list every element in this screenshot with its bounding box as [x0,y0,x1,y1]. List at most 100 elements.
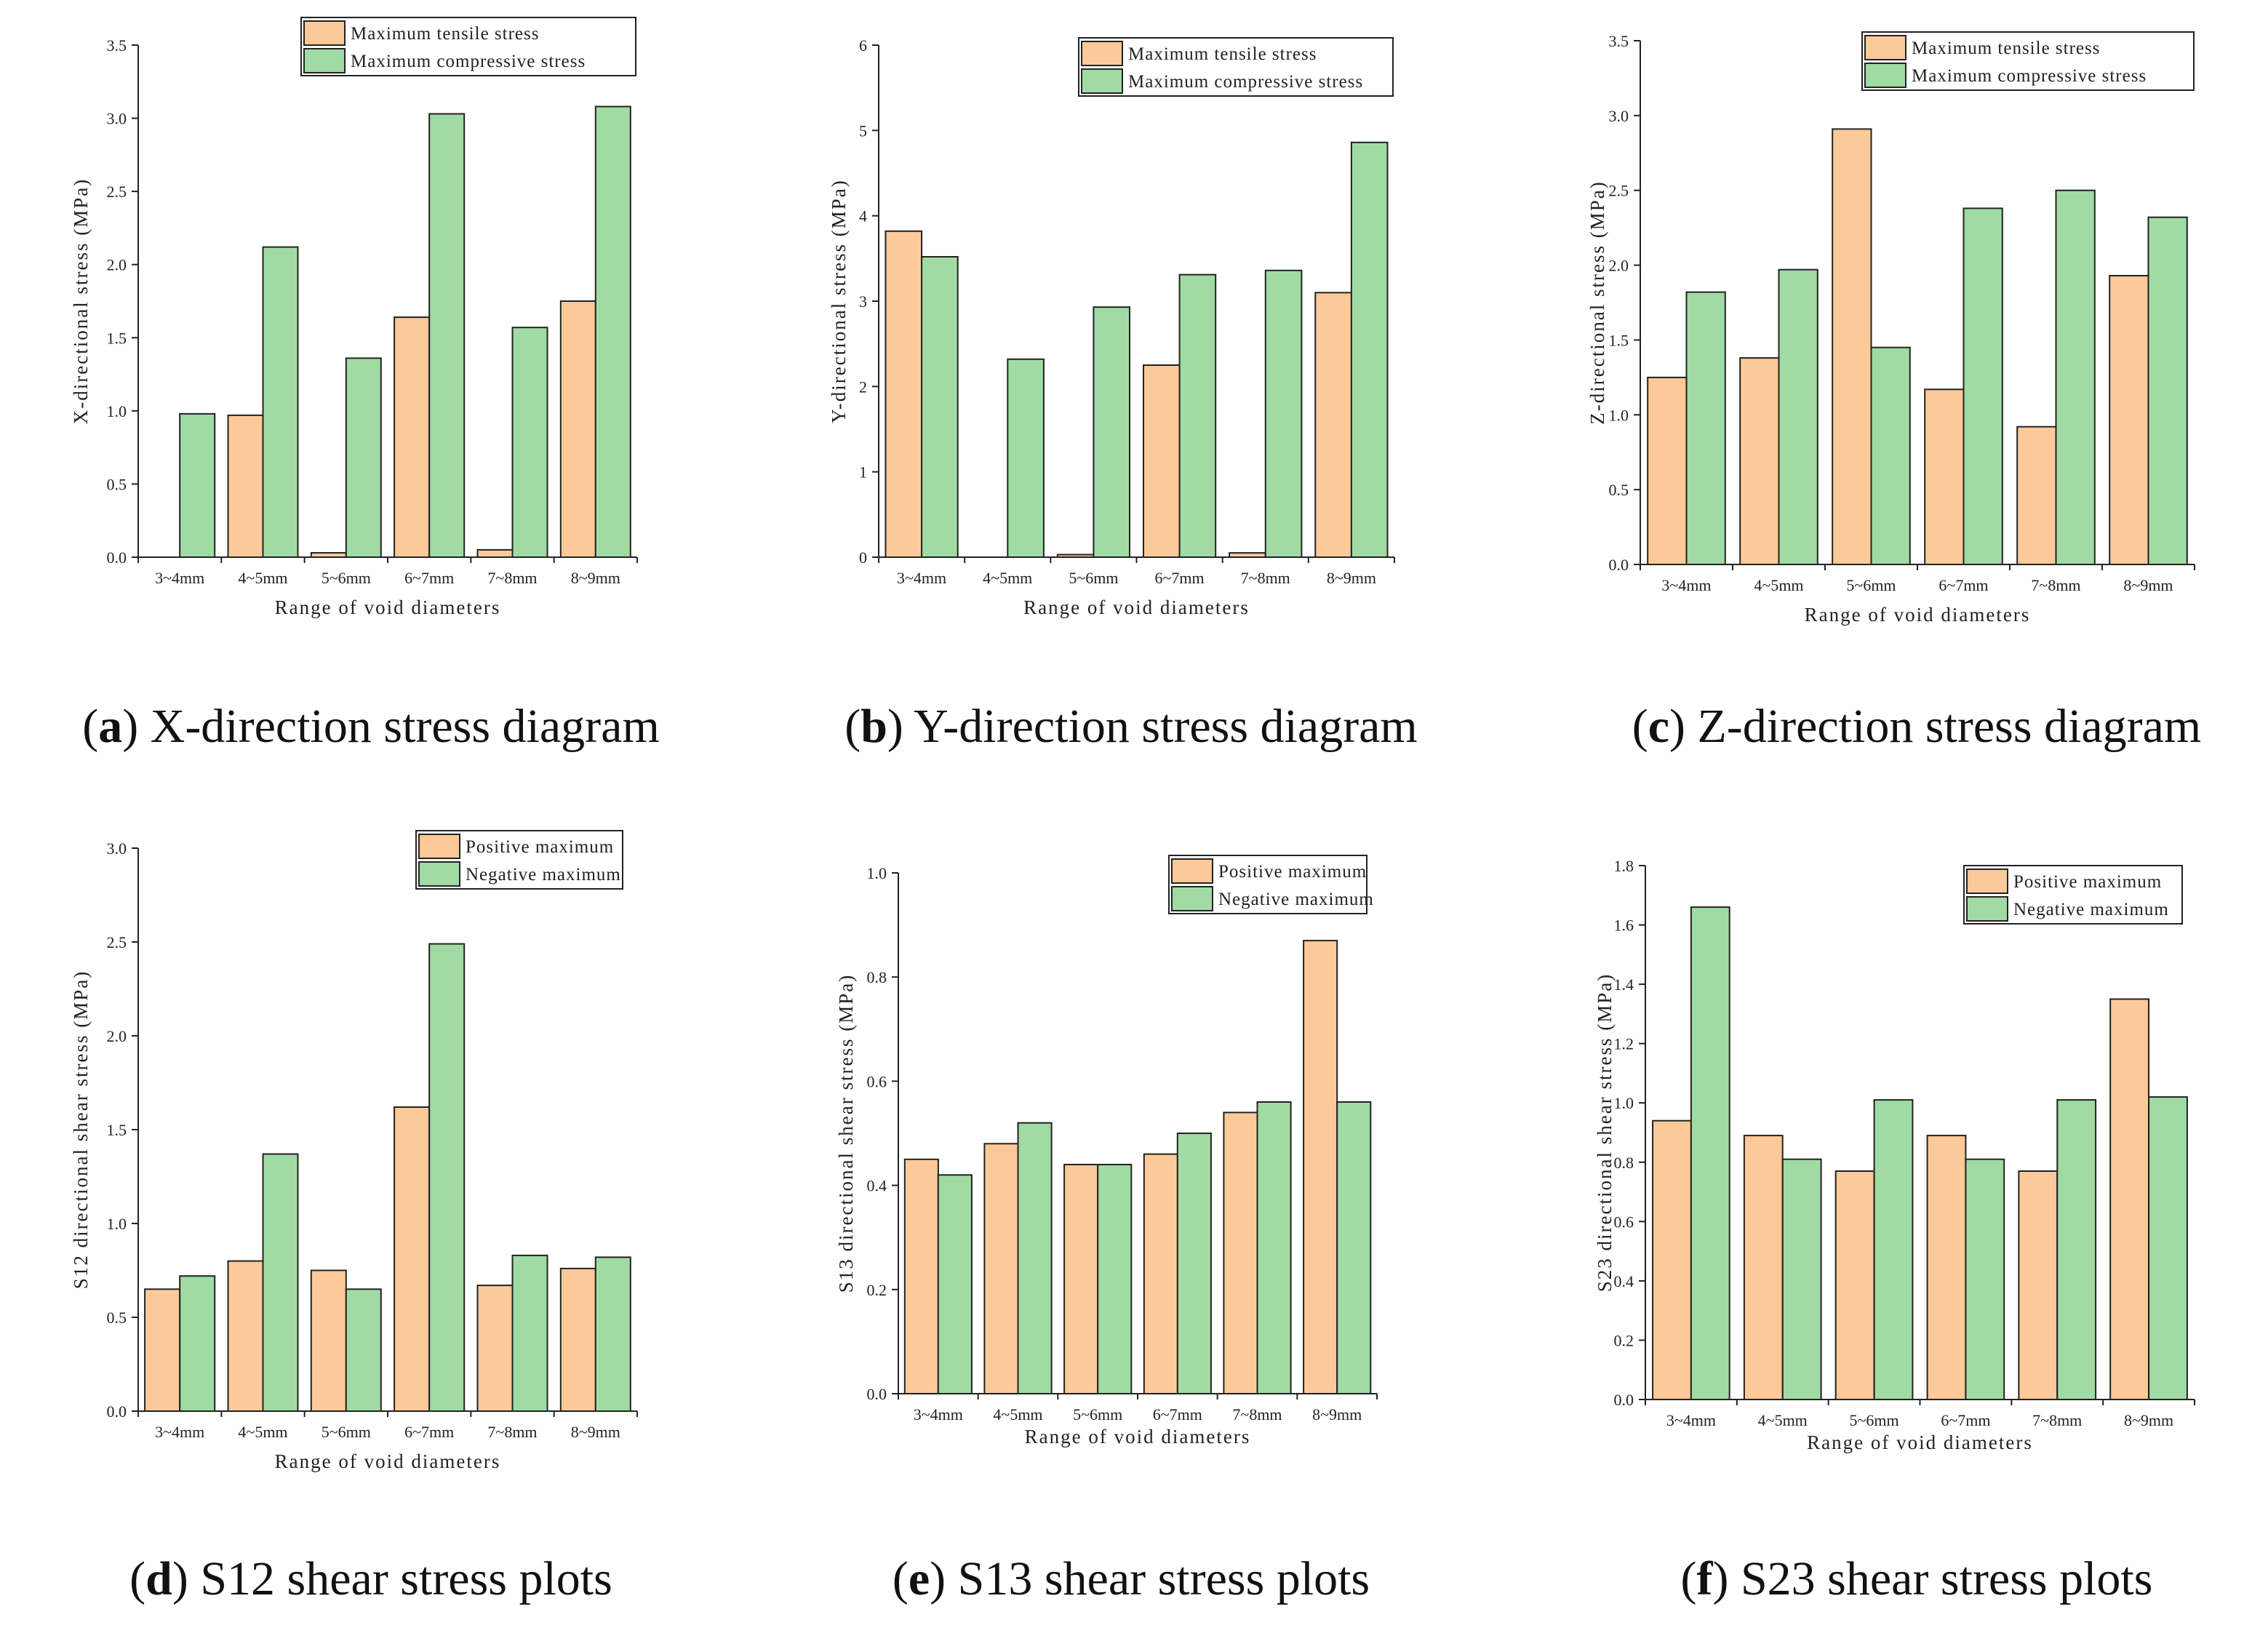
bar-c-s2-3 [1870,346,1911,565]
y-tick-label: 2.5 [107,933,127,951]
bar-f-s2-1 [1690,906,1730,1400]
bar-e-s2-1 [937,1174,973,1395]
caption-paren: ( [129,1552,145,1605]
x-tick-label: 3~4mm [1661,576,1711,594]
y-tick-label: 1.5 [107,329,127,347]
bar-c-s2-6 [2147,216,2188,565]
y-tick-label: 3 [859,292,867,311]
legend-label-2: Maximum compressive stress [351,52,586,71]
x-tick-label: 4~5mm [1758,1411,1808,1429]
x-tick-label: 8~9mm [2123,576,2173,594]
bar-c-s1-5 [2016,426,2057,566]
panel-caption-a: (a) X-direction stress diagram [82,700,660,753]
bar-e-s1-5 [1223,1111,1258,1395]
legend-swatch-2 [303,48,346,73]
chart-panel-f: 0.0 0.2 0.4 0.6 0.8 1.0 1.2 1.4 1.6 1.8 3~4mm 4~5mm… [1594,857,2195,1605]
x-tick-label: 6~7mm [404,1423,454,1441]
caption-paren: ( [844,700,861,753]
y-tick-label: 0.8 [1614,1154,1634,1172]
bar-f-s1-3 [1834,1170,1875,1400]
legend-label-1: Positive maximum [1218,862,1367,882]
y-tick-label: 1.0 [1614,1094,1634,1112]
x-tick-label: 4~5mm [1754,576,1803,594]
legend: Maximum tensile stress Maximum compressiv… [300,17,636,76]
x-tick-label: 3~4mm [155,1423,204,1441]
y-tick-label: 1.0 [107,402,127,420]
bar-b-s1-1 [885,230,923,558]
legend-label-1: Maximum tensile stress [351,24,539,44]
y-tick-label: 0.0 [1614,1391,1634,1409]
caption-letter: d [145,1552,172,1605]
y-axis-title: S13 directional shear stress (MPa) [835,974,857,1293]
x-tick-label: 6~7mm [1153,1405,1202,1424]
bar-a-s1-5 [476,548,514,559]
caption-text: ) X-direction stress diagram [122,700,660,753]
bar-e-s1-1 [903,1158,939,1395]
bar-c-s2-1 [1685,291,1726,565]
bar-f-s2-2 [1781,1158,1822,1400]
bar-c-s1-1 [1647,376,1688,566]
x-tick-label: 3~4mm [914,1405,963,1424]
bar-a-s2-4 [428,113,466,558]
x-tick-label: 6~7mm [1941,1411,1990,1429]
bar-f-s2-3 [1873,1099,1914,1400]
y-tick-label: 2.5 [107,183,127,201]
bar-f-s2-6 [2148,1096,2188,1400]
caption-text: ) S12 shear stress plots [172,1552,612,1605]
bar-c-s1-2 [1739,357,1780,565]
panel-caption-f: (f) S23 shear stress plots [1681,1552,2153,1605]
bar-a-s2-5 [511,327,548,558]
legend: Positive maximum Negative maximum [415,830,623,890]
legend: Maximum tensile stress Maximum compressiv… [1078,37,1394,97]
y-tick-label: 2.5 [1609,182,1629,200]
bar-e-s1-2 [983,1143,1019,1395]
x-tick-label: 8~9mm [2124,1411,2173,1429]
caption-letter: a [98,700,122,753]
legend-swatch-1 [1171,858,1213,884]
y-tick-label: 6 [859,36,867,55]
x-tick-label: 7~8mm [2032,1411,2082,1429]
x-tick-label: 5~6mm [322,1423,371,1441]
bar-d-s2-4 [428,943,466,1412]
bar-b-s2-2 [1007,358,1045,558]
caption-letter: b [861,700,887,753]
panel-caption-b: (b) Y-direction stress diagram [844,700,1418,753]
x-tick-label: 8~9mm [571,1423,620,1441]
y-tick-label: 0.8 [867,968,887,986]
x-tick-label: 6~7mm [1938,576,1988,594]
bar-a-s2-3 [345,357,382,558]
legend-label-2: Negative maximum [466,865,621,885]
bar-b-s2-6 [1350,141,1389,559]
legend-swatch-2 [418,861,460,887]
bar-f-s2-5 [2056,1099,2097,1400]
y-tick-label: 1.5 [107,1121,127,1139]
bar-c-s1-6 [2109,275,2149,565]
y-tick-label: 0.0 [867,1385,887,1403]
legend-swatch-1 [303,20,346,46]
bar-b-s2-4 [1178,274,1217,558]
legend-label-1: Positive maximum [2013,872,2162,892]
legend-label-2: Negative maximum [2013,900,2169,919]
bar-d-s1-2 [227,1260,264,1412]
x-axis-title: Range of void diameters [275,596,501,618]
y-tick-label: 0.2 [1614,1331,1634,1349]
bar-d-s1-5 [476,1285,514,1412]
legend-box [1078,37,1394,97]
bar-e-s1-4 [1143,1153,1178,1394]
y-tick-label: 4 [859,207,867,225]
x-tick-label: 8~9mm [571,569,620,587]
bar-d-s1-3 [310,1269,347,1412]
x-tick-label: 3~4mm [155,569,204,587]
x-tick-label: 5~6mm [1846,576,1896,594]
y-tick-label: 3.5 [107,36,127,55]
bar-d-s2-1 [179,1275,216,1412]
legend-swatch-1 [1864,35,1906,60]
x-tick-label: 3~4mm [897,569,946,587]
caption-paren: ( [1632,700,1648,753]
y-tick-label: 1.2 [1614,1035,1634,1053]
caption-text: ) S13 shear stress plots [930,1552,1370,1605]
bar-e-s2-5 [1256,1101,1292,1394]
legend-swatch-2 [1864,63,1906,88]
bar-f-s1-5 [2018,1170,2059,1400]
